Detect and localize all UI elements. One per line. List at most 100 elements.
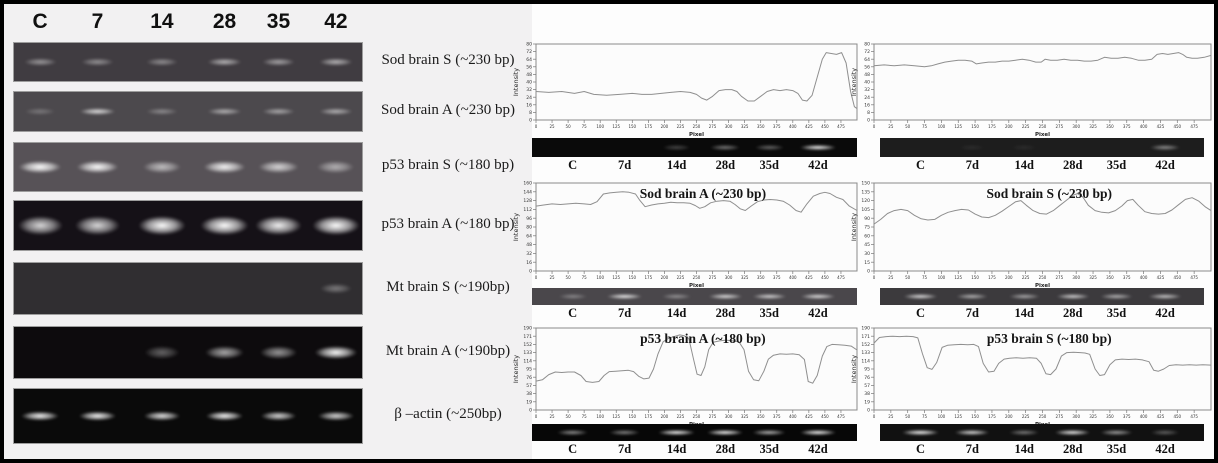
x-tick-label: 475 <box>837 414 845 419</box>
x-tick-label: 200 <box>661 275 669 280</box>
lane-label: C <box>568 306 578 320</box>
gel-band <box>256 57 301 67</box>
gel-band <box>313 57 359 67</box>
x-tick-label: 475 <box>1190 275 1198 280</box>
gel-band <box>658 143 695 152</box>
gel-band <box>256 106 301 117</box>
x-tick-label: 25 <box>550 275 556 280</box>
plot-box <box>535 43 858 121</box>
lane-label: 14d <box>1014 158 1034 172</box>
lane-label: 7d <box>965 442 979 456</box>
x-tick-label: 75 <box>582 124 588 129</box>
y-tick-label: 190 <box>861 326 870 332</box>
y-tick-label: 16 <box>864 102 870 108</box>
x-tick-label: 325 <box>741 124 749 129</box>
gel-band <box>68 212 127 239</box>
gel-band <box>746 292 792 301</box>
gel-band <box>254 409 303 423</box>
lane-header: 42 <box>324 10 348 33</box>
y-tick-label: 96 <box>526 216 532 222</box>
y-tick-label: 45 <box>864 242 870 248</box>
gel-band <box>604 428 645 437</box>
y-axis-label: Intensity <box>850 68 858 96</box>
x-tick-label: 475 <box>1190 124 1198 129</box>
y-tick-label: 80 <box>526 225 532 231</box>
x-tick-label: 375 <box>773 124 781 129</box>
gel-band <box>1143 292 1187 301</box>
y-tick-label: 19 <box>526 399 532 405</box>
gel-band <box>951 292 994 301</box>
gel-band <box>136 159 187 175</box>
gel-strip <box>14 92 362 131</box>
lane-label: 7d <box>618 158 632 172</box>
plot-title: Sod brain A (~230 bp) <box>640 186 766 201</box>
x-tick-label: 475 <box>837 275 845 280</box>
y-tick-label: 152 <box>861 342 870 348</box>
x-tick-label: 150 <box>628 124 636 129</box>
gel-band <box>702 292 749 301</box>
gel-band <box>747 428 792 437</box>
x-tick-label: 125 <box>954 124 962 129</box>
lane-label: 28d <box>715 442 736 456</box>
y-tick-label: 38 <box>864 391 870 397</box>
lane-header: 14 <box>150 10 174 33</box>
gel-band <box>138 344 186 361</box>
x-tick-label: 250 <box>1039 414 1047 419</box>
y-tick-label: 40 <box>526 80 532 86</box>
x-tick-label: 425 <box>805 275 813 280</box>
lane-label: 35d <box>1106 306 1127 320</box>
gel-band <box>248 212 309 239</box>
x-axis-label: Pixel <box>689 132 704 138</box>
lane-label: 7d <box>618 442 632 456</box>
plot-title: p53 brain S (~180 bp) <box>987 331 1112 346</box>
y-tick-label: 16 <box>526 102 532 108</box>
y-tick-label: 0 <box>529 118 532 124</box>
gel-band <box>1007 143 1042 152</box>
x-tick-label: 275 <box>1056 275 1064 280</box>
x-tick-label: 150 <box>628 275 636 280</box>
gel-band <box>896 428 945 437</box>
x-tick-label: 100 <box>596 414 604 419</box>
x-tick-label: 275 <box>709 275 717 280</box>
y-tick-label: 72 <box>864 49 870 55</box>
x-tick-label: 125 <box>954 275 962 280</box>
gel-band <box>749 143 789 152</box>
lane-label: C <box>915 158 926 172</box>
gel-band <box>14 159 69 175</box>
lane-label: 28d <box>715 306 736 320</box>
x-tick-label: 0 <box>873 124 876 129</box>
y-tick-label: 150 <box>861 181 870 187</box>
x-tick-label: 300 <box>725 275 733 280</box>
y-tick-label: 95 <box>864 367 870 373</box>
x-tick-label: 375 <box>1123 124 1131 129</box>
gel-band <box>1095 428 1138 437</box>
x-tick-label: 200 <box>661 124 669 129</box>
gel-row-label: β –actin (~250bp) <box>394 406 502 422</box>
gel-band <box>795 292 841 301</box>
x-tick-label: 300 <box>725 124 733 129</box>
lane-label: 42d <box>808 158 828 172</box>
gel-band <box>304 212 362 239</box>
x-tick-label: 25 <box>888 124 894 129</box>
gel-band <box>1146 428 1185 437</box>
x-tick-label: 450 <box>821 275 829 280</box>
x-tick-label: 175 <box>988 275 996 280</box>
intensity-curve <box>535 52 858 110</box>
x-tick-label: 50 <box>905 124 911 129</box>
gel-band <box>315 282 357 295</box>
panel-gel-strip <box>532 288 857 305</box>
y-tick-label: 56 <box>526 64 532 70</box>
y-tick-label: 152 <box>523 342 532 348</box>
y-tick-label: 0 <box>529 269 532 275</box>
x-tick-label: 200 <box>661 414 669 419</box>
x-tick-label: 25 <box>550 124 556 129</box>
gel-band <box>73 106 122 117</box>
gel-band <box>311 159 361 175</box>
intensity-curve <box>873 335 1212 376</box>
x-tick-label: 250 <box>693 414 701 419</box>
gel-band <box>72 409 123 423</box>
gel-band <box>949 428 996 437</box>
x-tick-label: 475 <box>837 124 845 129</box>
x-tick-label: 300 <box>1072 275 1080 280</box>
